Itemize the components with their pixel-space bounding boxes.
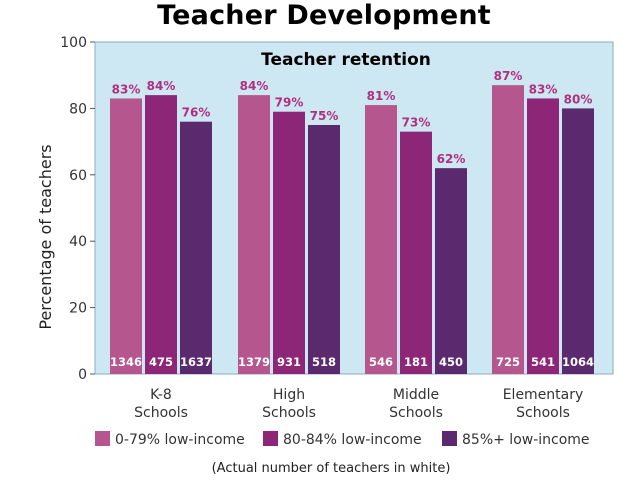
x-category-label: Schools: [516, 405, 570, 421]
bar-count-label: 1346: [110, 355, 142, 369]
legend-swatch: [263, 431, 278, 446]
bar: [308, 125, 340, 374]
bar: [110, 98, 142, 374]
bar-count-label: 546: [369, 355, 393, 369]
bar: [365, 105, 397, 374]
bar-value-label: 80%: [564, 92, 593, 106]
legend-swatch: [442, 431, 457, 446]
y-tick-label: 60: [69, 168, 87, 184]
legend-swatch: [95, 431, 110, 446]
legend-label: 0-79% low-income: [115, 432, 245, 448]
bar-count-label: 475: [149, 355, 173, 369]
bar-value-label: 83%: [529, 82, 558, 96]
y-axis-ticks: 0 20 40 60 80 100: [60, 35, 95, 383]
bar-value-label: 62%: [437, 152, 466, 166]
bar: [180, 121, 212, 375]
bar-count-label: 725: [496, 355, 520, 369]
bar-count-label: 450: [439, 355, 463, 369]
bar: [145, 95, 177, 375]
y-tick-label: 20: [69, 301, 87, 317]
bar-count-label: 181: [404, 355, 428, 369]
bar-count-label: 518: [312, 355, 336, 369]
bar-value-label: 81%: [367, 89, 396, 103]
footnote: (Actual number of teachers in white): [212, 461, 451, 476]
bar: [273, 111, 305, 374]
bars-group: 83% 1346 84% 475 76% 1637 84% 1379 79% 931 75% 518 8…: [110, 69, 594, 375]
x-category-label: Schools: [134, 405, 188, 421]
bar: [527, 98, 559, 374]
y-axis-label: Percentage of teachers: [36, 144, 55, 329]
bar: [400, 131, 432, 374]
chart-subtitle: Teacher retention: [261, 50, 431, 70]
bar-count-label: 541: [531, 355, 555, 369]
legend-label: 80-84% low-income: [283, 432, 422, 448]
x-category-label: Middle: [393, 387, 439, 403]
x-category-label: Schools: [389, 405, 443, 421]
bar-value-label: 76%: [182, 106, 211, 120]
bar: [238, 95, 270, 375]
x-category-label: High: [273, 387, 305, 403]
legend: 0-79% low-income 80-84% low-income 85%+ lo…: [95, 431, 590, 448]
y-tick-label: 100: [60, 35, 87, 51]
x-axis-labels: K-8 Schools High Schools Middle Schools Elemen…: [134, 387, 583, 421]
y-tick-label: 40: [69, 234, 87, 250]
bar: [562, 108, 594, 375]
x-category-label: Elementary: [503, 387, 584, 403]
bar: [492, 85, 524, 374]
bar-value-label: 84%: [147, 79, 176, 93]
x-category-label: K-8: [150, 387, 172, 403]
bar-value-label: 83%: [112, 82, 141, 96]
bar-value-label: 73%: [402, 116, 431, 130]
bar-count-label: 1064: [562, 355, 594, 369]
y-tick-label: 0: [78, 367, 87, 383]
x-category-label: Schools: [262, 405, 316, 421]
legend-label: 85%+ low-income: [462, 432, 590, 448]
bar-value-label: 75%: [310, 109, 339, 123]
bar-value-label: 87%: [494, 69, 523, 83]
bar-count-label: 1637: [180, 355, 212, 369]
bar-value-label: 84%: [240, 79, 269, 93]
bar-count-label: 1379: [238, 355, 270, 369]
y-tick-label: 80: [69, 101, 87, 117]
bar-value-label: 79%: [275, 96, 304, 110]
bar-count-label: 931: [277, 355, 301, 369]
chart-title: Teacher Development: [157, 0, 491, 31]
bar: [435, 168, 467, 374]
